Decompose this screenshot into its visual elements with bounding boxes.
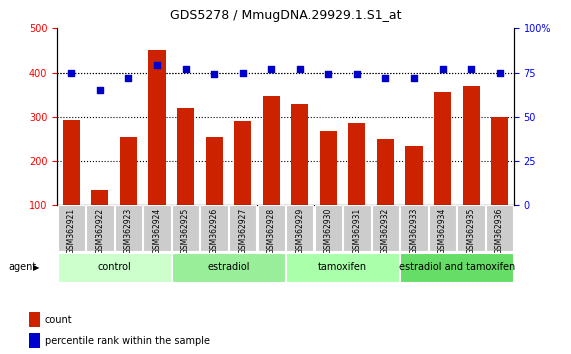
Point [238,70,247,75]
Point [95,87,104,93]
Bar [372,205,399,251]
Bar [320,131,337,250]
Bar [400,205,428,251]
Text: GSM362922: GSM362922 [95,207,104,254]
Text: ▶: ▶ [33,263,39,272]
Bar [172,205,199,251]
Text: percentile rank within the sample: percentile rank within the sample [45,336,210,346]
Text: tamoxifen: tamoxifen [318,262,367,272]
Text: estradiol and tamoxifen: estradiol and tamoxifen [399,262,515,272]
Text: agent: agent [9,262,37,272]
Bar [286,253,399,282]
Point [210,72,219,77]
Text: GSM362936: GSM362936 [495,207,504,254]
Bar [457,205,485,251]
Bar [291,104,308,250]
Text: GSM362932: GSM362932 [381,207,390,254]
Text: GSM362928: GSM362928 [267,207,276,254]
Bar [115,205,142,251]
Bar [91,190,108,250]
Text: GSM362924: GSM362924 [152,207,162,254]
Bar [234,121,251,250]
Bar [286,205,313,251]
Bar [400,253,513,282]
Text: GSM362925: GSM362925 [181,207,190,254]
Bar [434,92,451,250]
Point [267,66,276,72]
Bar [29,312,40,327]
Text: estradiol: estradiol [207,262,250,272]
Bar [486,205,513,251]
Bar [143,205,171,251]
Bar [258,205,285,251]
Text: GDS5278 / MmugDNA.29929.1.S1_at: GDS5278 / MmugDNA.29929.1.S1_at [170,9,401,22]
Bar [491,117,508,250]
Point [295,66,304,72]
Point [381,75,390,81]
Bar [63,120,80,250]
Text: count: count [45,315,73,325]
Bar [58,253,171,282]
Bar [86,205,114,251]
Point [467,66,476,72]
Bar [463,86,480,250]
Point [438,66,447,72]
Bar [405,147,423,250]
Point [181,66,190,72]
Bar [429,205,456,251]
Text: control: control [97,262,131,272]
Point [409,75,419,81]
Bar [29,333,40,348]
Bar [200,205,228,251]
Bar [263,96,280,250]
Point [124,75,133,81]
Bar [120,137,137,250]
Point [495,70,504,75]
Text: GSM362929: GSM362929 [295,207,304,254]
Text: GSM362921: GSM362921 [67,207,76,254]
Bar [377,139,394,250]
Bar [58,205,85,251]
Text: GSM362930: GSM362930 [324,207,333,254]
Text: GSM362934: GSM362934 [438,207,447,254]
Bar [229,205,256,251]
Bar [315,205,342,251]
Bar [206,137,223,250]
Text: GSM362927: GSM362927 [238,207,247,254]
Text: GSM362935: GSM362935 [467,207,476,254]
Bar [348,124,365,250]
Text: GSM362923: GSM362923 [124,207,133,254]
Point [324,72,333,77]
Bar [177,108,194,250]
Text: GSM362926: GSM362926 [210,207,219,254]
Text: GSM362931: GSM362931 [352,207,361,254]
Point [152,63,162,68]
Bar [148,50,166,250]
Bar [343,205,371,251]
Text: GSM362933: GSM362933 [409,207,419,254]
Bar [172,253,285,282]
Point [352,72,361,77]
Point [67,70,76,75]
